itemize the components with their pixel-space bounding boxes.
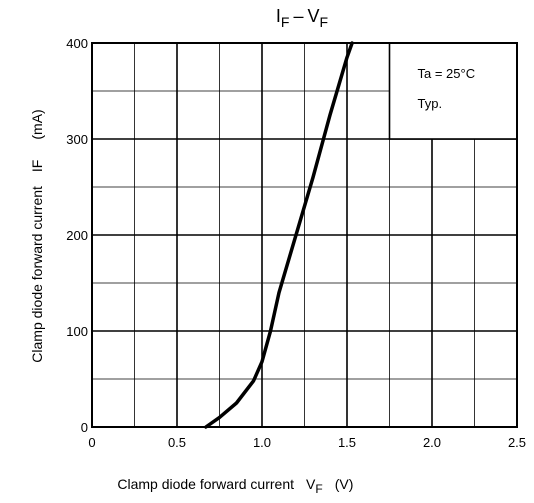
y-tick-label: 200	[66, 228, 88, 243]
y-tick-labels: 0 100 200 300 400	[66, 36, 88, 435]
x-tick-label: 0	[88, 435, 95, 450]
x-tick-label: 1.0	[253, 435, 271, 450]
x-tick-label: 0.5	[168, 435, 186, 450]
x-tick-labels: 0 0.5 1.0 1.5 2.0 2.5	[88, 435, 526, 450]
y-axis-label-unit: (mA)	[29, 109, 45, 139]
x-axis-label-unit: (V)	[335, 476, 354, 492]
chart-title: IF – VF	[276, 6, 328, 30]
x-tick-label: 1.5	[338, 435, 356, 450]
y-tick-label: 400	[66, 36, 88, 51]
title-sep: –	[293, 6, 303, 26]
title-second-sub: F	[320, 14, 329, 30]
x-tick-label: 2.0	[423, 435, 441, 450]
series-line-group	[204, 41, 354, 429]
title-second: V	[308, 6, 320, 26]
svg-text:Clamp diode forward current: Clamp diode forward current	[117, 476, 294, 492]
x-tick-label: 2.5	[508, 435, 526, 450]
annotation-typ: Typ.	[418, 96, 443, 111]
svg-text:VF(V): VF (V)	[306, 476, 353, 496]
x-axis-label-symbol: V	[306, 476, 316, 492]
title-main: I	[276, 6, 281, 26]
x-axis-label-symbol-sub: F	[315, 482, 322, 496]
annotation-temp: Ta = 25°C	[418, 66, 476, 81]
title-main-sub: F	[281, 14, 290, 30]
svg-text:Clamp diode forward currentIF(: Clamp diode forward current IF (mA)	[29, 109, 45, 362]
y-tick-label: 300	[66, 132, 88, 147]
x-axis-label: Clamp diode forward current VF (V)	[117, 476, 353, 496]
y-tick-label: 0	[81, 420, 88, 435]
plot-frame	[91, 42, 518, 428]
y-axis-label: Clamp diode forward current IF (mA)	[29, 109, 45, 362]
annotation-box	[388, 42, 518, 140]
series-line	[204, 41, 354, 429]
x-axis-label-text: Clamp diode forward current	[117, 476, 294, 492]
annotation-frame	[388, 42, 518, 140]
y-tick-label: 100	[66, 324, 88, 339]
y-axis-label-text: Clamp diode forward current	[29, 186, 45, 363]
y-axis-label-symbol: IF	[29, 160, 45, 172]
